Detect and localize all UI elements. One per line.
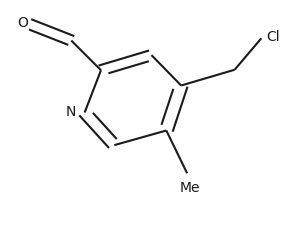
Text: O: O	[18, 16, 29, 30]
Text: Me: Me	[180, 181, 200, 195]
Text: N: N	[65, 106, 76, 119]
Text: Cl: Cl	[266, 30, 279, 44]
